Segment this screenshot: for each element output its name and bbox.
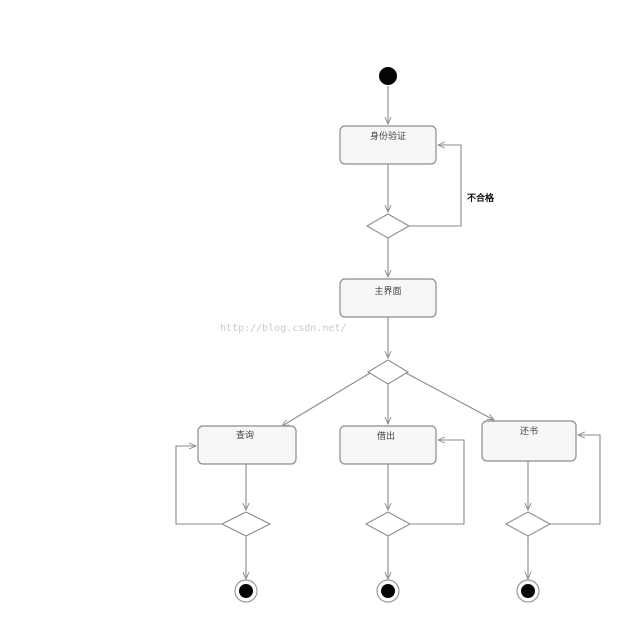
activity-query-label: 查询 [236,429,254,441]
activity-borrow-label: 借出 [377,430,395,442]
decision-borrow [364,511,412,537]
activity-verify: 身份验证 [339,125,437,165]
edge-borrow-loop [410,440,465,525]
end-node-borrow-dot [381,584,395,598]
edge-return-loop [550,435,601,525]
activity-main: 主界面 [339,278,437,318]
activity-return: 还书 [481,420,577,462]
activity-return-label: 还书 [520,425,538,437]
activity-verify-label: 身份验证 [370,130,406,142]
edge-branch-to-return [405,372,494,420]
start-node [379,67,397,85]
edge-decision-retry [409,145,462,227]
activity-query: 查询 [197,425,297,465]
guard-label-fail: 不合格 [467,192,495,204]
end-node-query-dot [239,584,253,598]
decision-return [504,511,552,537]
decision-branch [366,359,410,385]
edge-branch-to-query [282,372,371,426]
edge-query-loop [175,446,222,525]
watermark-text: http://blog.csdn.net/ [220,323,346,334]
activity-main-label: 主界面 [374,285,401,297]
decision-query [220,511,272,537]
end-node-return-dot [521,584,535,598]
activity-borrow: 借出 [339,425,437,465]
decision-verify [365,213,411,239]
